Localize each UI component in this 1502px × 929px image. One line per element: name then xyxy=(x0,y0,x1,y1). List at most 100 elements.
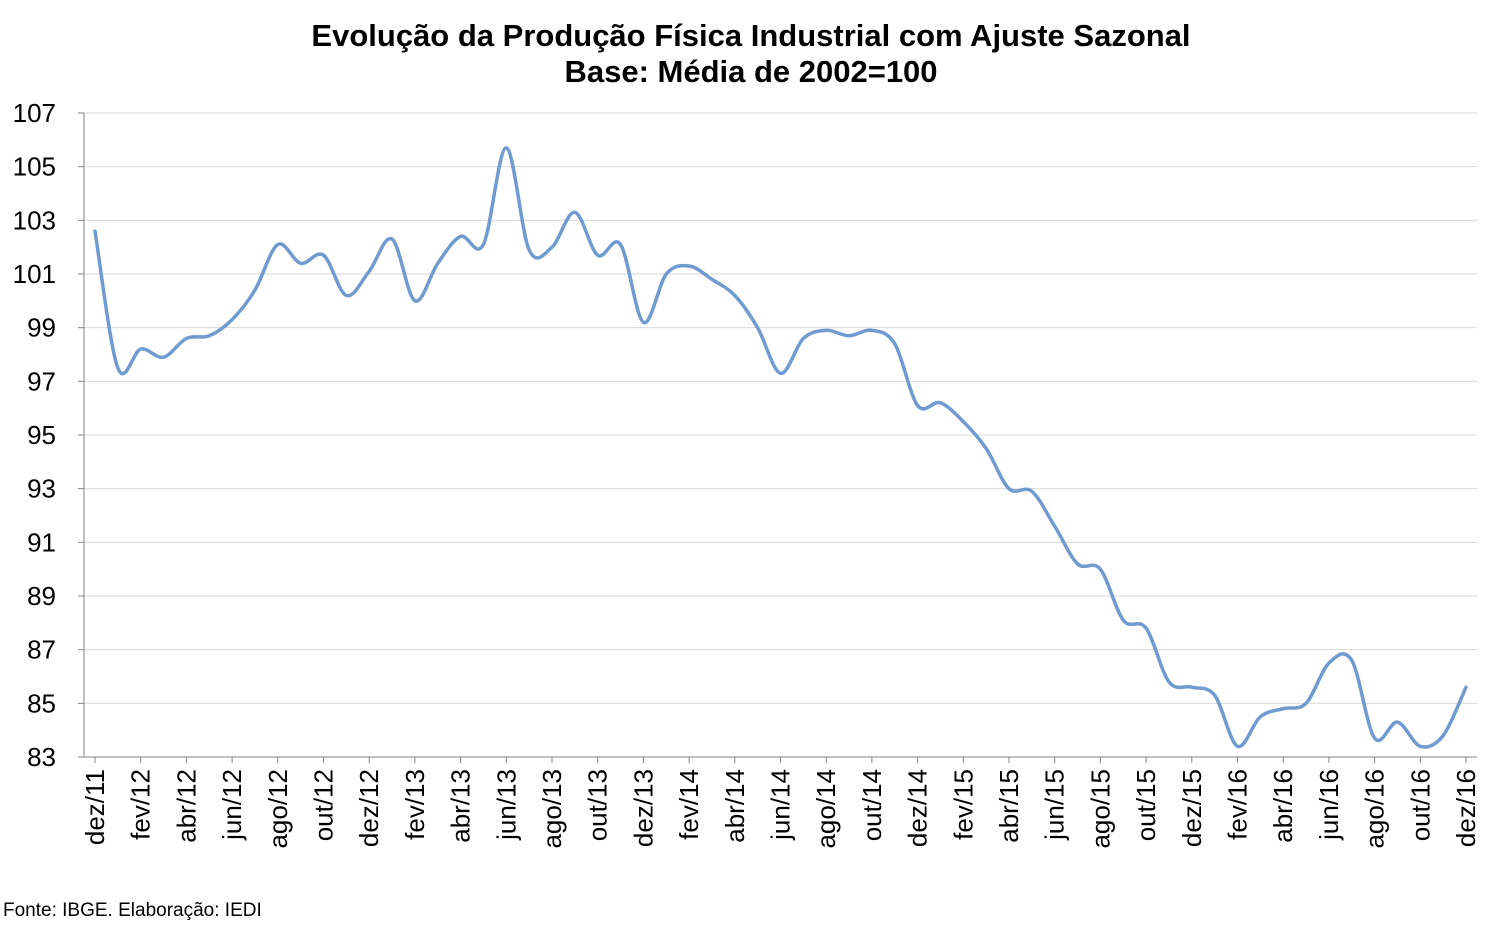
data-point xyxy=(182,334,190,342)
data-point xyxy=(228,316,236,324)
data-point xyxy=(731,292,739,300)
data-point xyxy=(959,418,967,426)
x-tick-label: abr/12 xyxy=(171,769,201,843)
data-point xyxy=(982,444,990,452)
data-point xyxy=(571,208,579,216)
data-point xyxy=(1074,560,1082,568)
x-tick-label: ago/12 xyxy=(263,769,293,849)
data-point xyxy=(1325,659,1333,667)
y-tick-label: 89 xyxy=(27,581,56,611)
data-point xyxy=(685,262,693,270)
source-note: Fonte: IBGE. Elaboração: IEDI xyxy=(3,900,262,921)
data-point xyxy=(1119,616,1127,624)
x-tick-label: dez/11 xyxy=(80,769,110,845)
data-point xyxy=(617,241,625,249)
y-tick-label: 83 xyxy=(27,742,56,772)
data-point xyxy=(137,345,145,353)
data-point xyxy=(1211,691,1219,699)
x-tick-label: ago/14 xyxy=(811,769,841,849)
data-point xyxy=(434,259,442,267)
data-point xyxy=(1028,487,1036,495)
x-tick-label: out/15 xyxy=(1131,769,1161,841)
data-point xyxy=(1005,485,1013,493)
data-point xyxy=(457,232,465,240)
data-point xyxy=(1165,678,1173,686)
data-point xyxy=(1439,732,1447,740)
data-point xyxy=(479,241,487,249)
data-point xyxy=(777,369,785,377)
data-point xyxy=(160,353,168,361)
data-point xyxy=(342,292,350,300)
x-tick-label: abr/15 xyxy=(994,769,1024,843)
series-group xyxy=(91,146,1468,750)
data-point xyxy=(868,326,876,334)
data-point xyxy=(548,243,556,251)
data-point xyxy=(388,235,396,243)
y-tick-label: 97 xyxy=(27,366,56,396)
x-tick-label: fev/14 xyxy=(674,769,704,840)
data-point xyxy=(411,297,419,305)
data-point xyxy=(914,402,922,410)
data-point xyxy=(891,340,899,348)
data-point xyxy=(1302,699,1310,707)
chart-title-block: Evolução da Produção Física Industrial c… xyxy=(0,18,1502,90)
data-point xyxy=(1416,742,1424,750)
x-tick-label: dez/16 xyxy=(1451,769,1481,847)
data-point xyxy=(754,324,762,332)
y-tick-label: 85 xyxy=(27,688,56,718)
y-axis-tick-labels: 107 105 103 101 99 97 95 93 91 89 87 85 83 xyxy=(13,98,84,772)
x-tick-label: jun/13 xyxy=(491,769,521,841)
data-point xyxy=(1096,565,1104,573)
data-point xyxy=(365,267,373,275)
x-tick-label: jun/12 xyxy=(217,769,247,841)
data-point xyxy=(320,251,328,259)
data-point xyxy=(114,364,122,372)
x-tick-label: dez/13 xyxy=(628,769,658,847)
x-tick-label: fev/15 xyxy=(948,769,978,840)
data-point xyxy=(937,399,945,407)
x-tick-label: out/14 xyxy=(857,769,887,841)
x-tick-label: out/12 xyxy=(309,769,339,841)
x-tick-label: fev/13 xyxy=(400,769,430,840)
x-tick-label: dez/15 xyxy=(1177,769,1207,847)
x-tick-label: fev/12 xyxy=(126,769,156,840)
x-tick-label: jun/15 xyxy=(1040,769,1070,841)
y-tick-label: 105 xyxy=(13,152,56,182)
data-point xyxy=(525,246,533,254)
y-tick-label: 87 xyxy=(27,635,56,665)
x-tick-label: ago/15 xyxy=(1085,769,1115,849)
gridlines xyxy=(84,112,1477,758)
data-point xyxy=(708,275,716,283)
data-point xyxy=(822,326,830,334)
data-point xyxy=(1234,742,1242,750)
data-point xyxy=(1279,705,1287,713)
data-point xyxy=(1051,522,1059,530)
x-tick-label: ago/13 xyxy=(537,769,567,849)
data-point xyxy=(639,318,647,326)
x-tick-label: out/13 xyxy=(583,769,613,841)
data-point xyxy=(1348,656,1356,664)
data-point xyxy=(1394,718,1402,726)
data-point xyxy=(91,227,99,235)
data-point xyxy=(1256,713,1264,721)
x-tick-label: dez/12 xyxy=(354,769,384,847)
data-point xyxy=(251,286,259,294)
y-tick-label: 103 xyxy=(13,205,56,235)
data-point xyxy=(205,332,213,340)
x-tick-label: jun/16 xyxy=(1314,769,1344,841)
x-tick-label: abr/16 xyxy=(1268,769,1298,843)
x-axis-tick-labels: dez/11 fev/12 abr/12 jun/12 ago/12 out/12 dez/… xyxy=(80,757,1481,849)
x-tick-label: fev/16 xyxy=(1223,769,1253,840)
data-point xyxy=(1371,734,1379,742)
x-tick-label: jun/14 xyxy=(766,769,796,841)
chart-subtitle: Base: Média de 2002=100 xyxy=(564,54,938,89)
x-tick-label: ago/16 xyxy=(1360,769,1390,849)
data-point xyxy=(1188,683,1196,691)
x-tick-label: abr/13 xyxy=(446,769,476,843)
data-point xyxy=(594,251,602,259)
data-point xyxy=(1142,624,1150,632)
y-tick-label: 95 xyxy=(27,420,56,450)
data-point xyxy=(297,259,305,267)
y-tick-label: 91 xyxy=(27,527,56,557)
